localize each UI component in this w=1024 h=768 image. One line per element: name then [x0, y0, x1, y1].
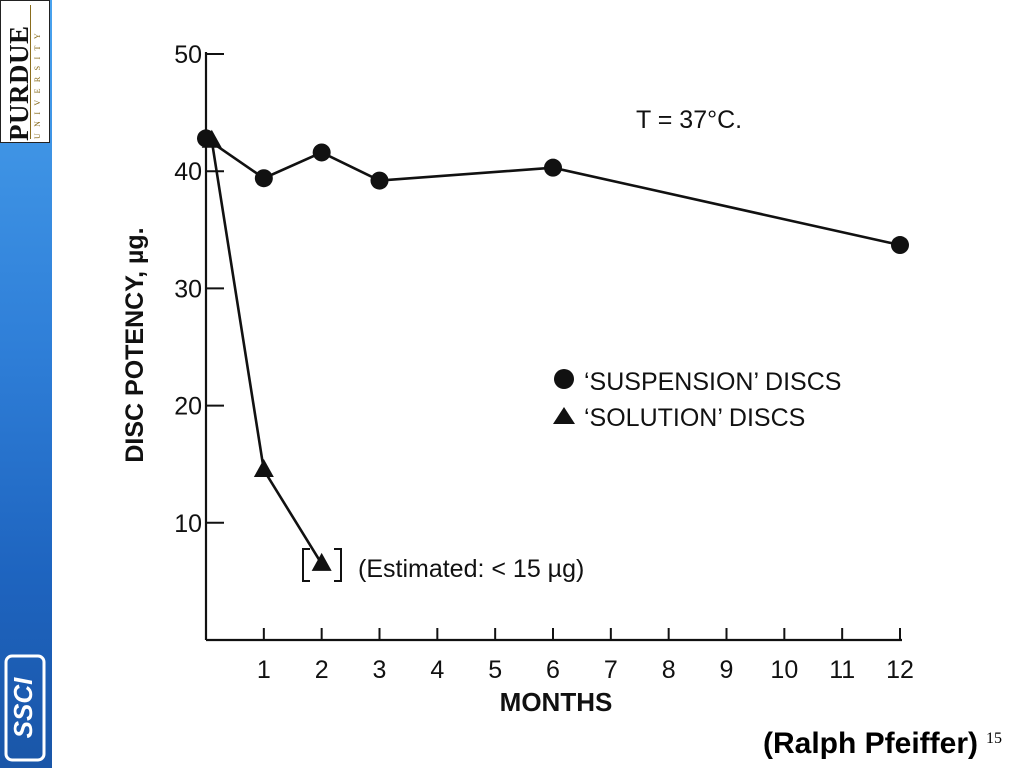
estimated-bracket [302, 548, 342, 582]
slide-number: 15 [986, 730, 1002, 747]
y-tick-label: 40 [174, 158, 202, 186]
solution-series-line [210, 140, 323, 565]
suspension-series-line [205, 137, 901, 247]
solution-data-point [311, 552, 332, 571]
solution-data-point [253, 459, 274, 478]
y-tick-label: 10 [174, 510, 202, 538]
suspension-data-point [544, 158, 562, 177]
y-axis-label: DISC POTENCY, µg. [121, 227, 149, 462]
x-tick-label: 3 [373, 656, 387, 684]
suspension-data-point [254, 169, 273, 188]
chart-marks [197, 129, 909, 571]
source-credit: (Ralph Pfeiffer) [762, 727, 978, 760]
y-tick-label: 20 [174, 393, 202, 421]
x-tick-label: 9 [720, 656, 734, 684]
sscp-logo: SSCI [4, 654, 46, 762]
solution-data-point [201, 129, 222, 148]
y-tick-label: 50 [174, 41, 202, 69]
purdue-logo-rule [30, 5, 31, 139]
legend-label-suspension: ‘SUSPENSION’ DISCS [584, 368, 841, 396]
chart-axes [204, 52, 902, 642]
x-tick-label: 4 [430, 656, 444, 684]
x-tick-label: 1 [257, 656, 271, 684]
x-tick-label: 10 [770, 656, 798, 684]
legend-triangle-marker [553, 407, 575, 424]
suspension-data-point [312, 143, 331, 162]
x-axis-label: MONTHS [500, 687, 613, 717]
sscp-logo-text: SSCI [8, 677, 38, 738]
legend: ‘SUSPENSION’ DISCS ‘SOLUTION’ DISCS [553, 368, 841, 432]
purdue-logo: PURDUE UNIVERSITY [0, 0, 50, 143]
x-tick-label: 5 [488, 656, 502, 684]
estimated-note: (Estimated: < 15 µg) [358, 555, 584, 583]
x-tick-label: 12 [886, 656, 914, 684]
legend-circle-marker [554, 369, 574, 389]
suspension-data-point [891, 236, 909, 255]
legend-label-solution: ‘SOLUTION’ DISCS [584, 404, 805, 432]
x-tick-label: 11 [829, 656, 855, 684]
x-tick-label: 6 [546, 656, 560, 684]
chart-lines [205, 137, 901, 565]
x-tick-label: 2 [315, 656, 329, 684]
suspension-data-point [370, 171, 389, 190]
x-tick-label: 8 [662, 656, 676, 684]
y-tick-label: 30 [174, 275, 202, 303]
temperature-annotation: T = 37°C. [636, 106, 742, 134]
x-tick-label: 7 [604, 656, 618, 684]
